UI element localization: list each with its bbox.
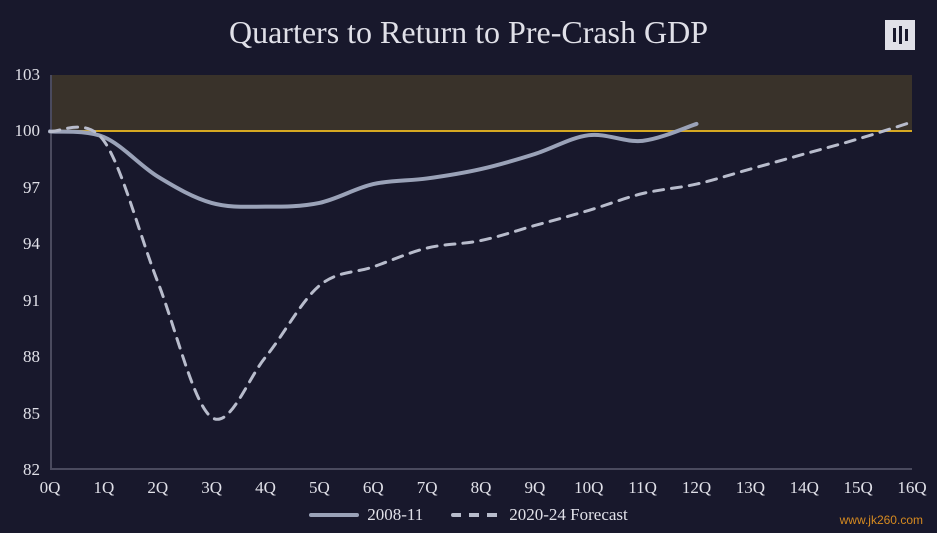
- x-tick-label: 8Q: [471, 478, 492, 498]
- watermark: www.jk260.com: [840, 513, 923, 527]
- x-tick-label: 3Q: [201, 478, 222, 498]
- x-tick-label: 10Q: [574, 478, 603, 498]
- legend-label: 2020-24 Forecast: [509, 505, 628, 525]
- x-tick-label: 16Q: [897, 478, 926, 498]
- x-tick-label: 7Q: [417, 478, 438, 498]
- x-tick-label: 2Q: [147, 478, 168, 498]
- y-tick-label: 97: [23, 178, 40, 198]
- y-tick-label: 94: [23, 234, 40, 254]
- legend: 2008-11 2020-24 Forecast: [0, 502, 937, 525]
- y-tick-label: 91: [23, 291, 40, 311]
- logo-bar-3: [905, 29, 908, 41]
- line-layer: [50, 75, 912, 470]
- y-tick-label: 88: [23, 347, 40, 367]
- x-tick-label: 1Q: [93, 478, 114, 498]
- x-tick-label: 6Q: [363, 478, 384, 498]
- y-tick-label: 82: [23, 460, 40, 480]
- legend-swatch: [451, 513, 501, 517]
- logo-bar-1: [893, 28, 896, 42]
- legend-label: 2008-11: [367, 505, 423, 525]
- x-tick-label: 11Q: [628, 478, 657, 498]
- x-tick-label: 14Q: [790, 478, 819, 498]
- chart-container: Quarters to Return to Pre-Crash GDP 8285…: [0, 0, 937, 533]
- legend-item-s1: 2008-11: [309, 505, 423, 525]
- logo-bar-2: [899, 26, 902, 44]
- y-tick-label: 100: [15, 121, 41, 141]
- legend-swatch: [309, 513, 359, 517]
- x-tick-label: 5Q: [309, 478, 330, 498]
- y-tick-label: 85: [23, 404, 40, 424]
- x-tick-label: 4Q: [255, 478, 276, 498]
- x-tick-label: 15Q: [843, 478, 872, 498]
- series-s1: [50, 124, 697, 207]
- legend-item-s2: 2020-24 Forecast: [451, 505, 628, 525]
- x-tick-label: 13Q: [736, 478, 765, 498]
- chart-title: Quarters to Return to Pre-Crash GDP: [0, 14, 937, 51]
- y-tick-label: 103: [15, 65, 41, 85]
- x-tick-label: 12Q: [682, 478, 711, 498]
- series-s2: [50, 122, 912, 419]
- x-tick-label: 9Q: [524, 478, 545, 498]
- x-tick-label: 0Q: [40, 478, 61, 498]
- plot-area: 8285889194971001030Q1Q2Q3Q4Q5Q6Q7Q8Q9Q10…: [50, 75, 912, 470]
- logo: [885, 20, 915, 50]
